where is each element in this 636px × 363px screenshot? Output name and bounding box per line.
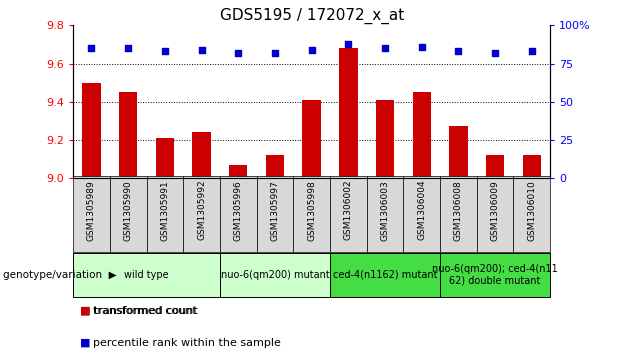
FancyBboxPatch shape — [330, 176, 367, 252]
Point — [527, 48, 537, 54]
Bar — [266, 155, 284, 178]
FancyBboxPatch shape — [513, 176, 550, 252]
Point — [380, 45, 390, 51]
FancyBboxPatch shape — [367, 176, 403, 252]
Bar — [229, 164, 247, 178]
Text: GSM1306010: GSM1306010 — [527, 180, 536, 241]
Bar — [303, 100, 321, 178]
Text: GSM1306008: GSM1306008 — [454, 180, 463, 241]
Text: GSM1305998: GSM1305998 — [307, 180, 316, 241]
FancyBboxPatch shape — [73, 253, 220, 297]
Bar — [82, 82, 100, 178]
Point — [160, 48, 170, 54]
Text: genotype/variation  ▶: genotype/variation ▶ — [3, 270, 117, 280]
Text: GSM1305990: GSM1305990 — [123, 180, 133, 241]
Text: GSM1306003: GSM1306003 — [380, 180, 389, 241]
Text: wild type: wild type — [124, 270, 169, 280]
Point — [343, 41, 354, 46]
Text: GSM1305997: GSM1305997 — [270, 180, 279, 241]
Text: nuo-6(qm200); ced-4(n11
62) double mutant: nuo-6(qm200); ced-4(n11 62) double mutan… — [432, 264, 558, 286]
Text: GSM1305989: GSM1305989 — [87, 180, 96, 241]
Text: nuo-6(qm200) mutant: nuo-6(qm200) mutant — [221, 270, 329, 280]
FancyBboxPatch shape — [477, 176, 513, 252]
Title: GDS5195 / 172072_x_at: GDS5195 / 172072_x_at — [219, 8, 404, 24]
Text: transformed count: transformed count — [93, 306, 197, 316]
Bar — [523, 155, 541, 178]
Point — [86, 45, 97, 51]
FancyBboxPatch shape — [110, 176, 146, 252]
FancyBboxPatch shape — [256, 176, 293, 252]
Bar — [339, 48, 357, 178]
FancyBboxPatch shape — [220, 176, 256, 252]
Text: ■: ■ — [80, 338, 90, 348]
Point — [270, 50, 280, 56]
Point — [197, 47, 207, 53]
Text: ■ transformed count: ■ transformed count — [80, 306, 197, 316]
Point — [453, 48, 464, 54]
FancyBboxPatch shape — [183, 176, 220, 252]
Bar — [193, 132, 211, 178]
FancyBboxPatch shape — [440, 176, 477, 252]
Text: GSM1305992: GSM1305992 — [197, 180, 206, 241]
FancyBboxPatch shape — [73, 176, 110, 252]
Point — [417, 44, 427, 50]
FancyBboxPatch shape — [293, 176, 330, 252]
FancyBboxPatch shape — [146, 176, 183, 252]
Point — [490, 50, 500, 56]
Text: GSM1306002: GSM1306002 — [344, 180, 353, 241]
Bar — [449, 126, 467, 178]
Text: GSM1305996: GSM1305996 — [234, 180, 243, 241]
FancyBboxPatch shape — [440, 253, 550, 297]
Point — [233, 50, 244, 56]
Text: GSM1305991: GSM1305991 — [160, 180, 169, 241]
Bar — [156, 138, 174, 178]
FancyBboxPatch shape — [403, 176, 440, 252]
FancyBboxPatch shape — [220, 253, 330, 297]
Text: ■: ■ — [80, 306, 90, 316]
Text: GSM1306009: GSM1306009 — [490, 180, 500, 241]
Bar — [486, 155, 504, 178]
Point — [307, 47, 317, 53]
Bar — [376, 100, 394, 178]
Bar — [413, 92, 431, 178]
Text: percentile rank within the sample: percentile rank within the sample — [93, 338, 281, 348]
Text: GSM1306004: GSM1306004 — [417, 180, 426, 241]
Text: ced-4(n1162) mutant: ced-4(n1162) mutant — [333, 270, 438, 280]
FancyBboxPatch shape — [330, 253, 440, 297]
Point — [123, 45, 134, 51]
Bar — [119, 92, 137, 178]
